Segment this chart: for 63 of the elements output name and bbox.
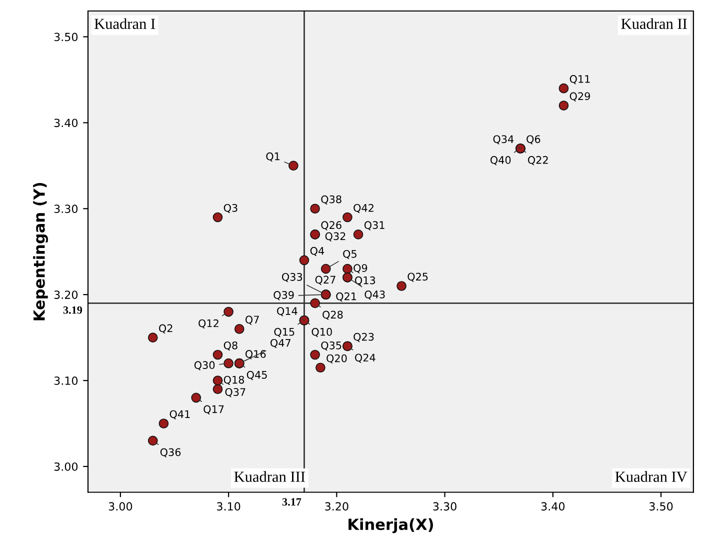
annotation: Q5 [343, 250, 356, 260]
annotation: Kuadran IV [615, 471, 688, 482]
annotation: Kuadran I [94, 18, 156, 29]
annotation: Q3 [224, 204, 238, 214]
annotation: Q4 [310, 246, 324, 256]
annotation: Q23 [354, 332, 374, 342]
annotation: Q15 [274, 328, 294, 337]
annotation: Q26 [321, 221, 342, 230]
annotation: Q14 [277, 307, 298, 316]
annotation: Q17 [204, 405, 224, 414]
annotation: Q36 [160, 448, 181, 458]
x-tick-label: 3.00 [108, 502, 132, 511]
ref-line-label: 3.17 [282, 498, 302, 506]
annotation: Q6 [526, 135, 540, 144]
annotation: Q35 [321, 341, 342, 351]
annotation: Q1 [266, 152, 280, 162]
annotation: Q34 [493, 135, 514, 144]
annotation: Q25 [408, 272, 428, 282]
annotation: Q47 [270, 338, 290, 348]
x-tick-label: 3.40 [541, 502, 565, 511]
annotation: Q20 [326, 354, 347, 364]
annotation: Q43 [364, 290, 385, 300]
annotation: Q32 [325, 232, 346, 242]
annotation: Q27 [315, 276, 336, 285]
annotation: Q11 [570, 75, 590, 84]
y-tick-label: 3.20 [54, 290, 78, 299]
annotation: Q33 [282, 272, 302, 282]
y-tick-label: 3.50 [54, 32, 78, 42]
annotation: Q39 [274, 291, 294, 300]
x-tick-label: 3.30 [433, 502, 456, 511]
x-axis-title: Kinerja(X) [348, 518, 433, 534]
x-tick-label: 3.10 [217, 502, 240, 511]
annotation: Q7 [246, 316, 259, 325]
annotation: Q38 [321, 195, 342, 204]
x-tick-label: 3.50 [649, 502, 673, 511]
y-axis-title: Kepentingan (Y) [33, 182, 48, 320]
annotation: Q21 [336, 292, 356, 302]
annotation: Q12 [198, 319, 218, 328]
y-tick-label: 3.40 [54, 118, 78, 128]
y-tick-label: 3.00 [54, 462, 78, 471]
annotation: Q2 [159, 324, 172, 334]
annotation: Q40 [490, 156, 511, 166]
y-tick-label: 3.10 [54, 376, 78, 385]
annotation: Q28 [322, 310, 343, 320]
annotation: Q42 [354, 204, 374, 214]
annotation: Q10 [312, 328, 332, 337]
annotation: Q9 [354, 264, 368, 274]
annotation: Q13 [355, 276, 376, 286]
annotation: Q41 [170, 410, 190, 420]
annotation: Q30 [194, 361, 215, 370]
annotation: Q24 [355, 354, 376, 363]
annotation: Q8 [224, 341, 238, 351]
annotation: Q31 [364, 221, 384, 230]
ref-line-label: 3.19 [63, 306, 82, 314]
annotation: Q18 [224, 376, 244, 385]
annotation: Q37 [225, 388, 246, 398]
x-tick-label: 3.20 [325, 502, 348, 511]
annotation: Kuadran III [234, 471, 305, 482]
annotation: Q45 [246, 370, 267, 380]
y-tick-label: 3.30 [54, 204, 78, 214]
annotation: Kuadran II [621, 18, 687, 29]
annotation: Q22 [528, 156, 548, 166]
annotation: Q29 [570, 92, 590, 102]
